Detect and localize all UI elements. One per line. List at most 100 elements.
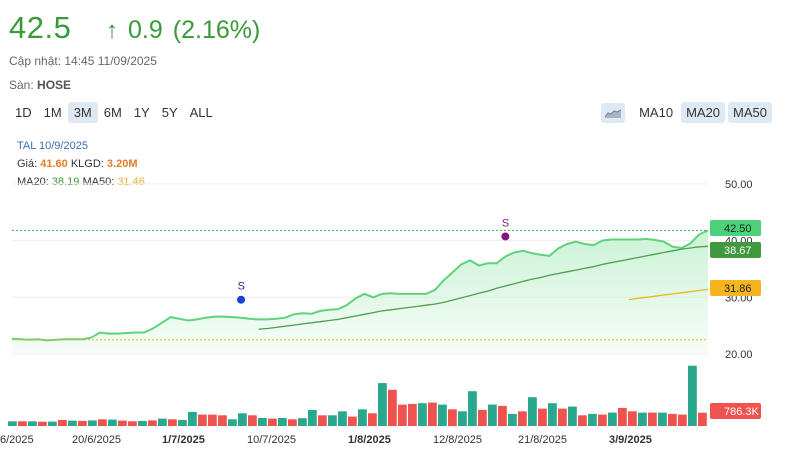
x-tick-label: 1/7/2025 xyxy=(162,434,205,446)
volume-bar xyxy=(208,414,217,426)
range-5y-button[interactable]: 5Y xyxy=(161,105,178,120)
volume-bar xyxy=(308,409,317,426)
range-1y-button[interactable]: 1Y xyxy=(133,105,150,120)
volume-bar xyxy=(438,404,447,426)
volume-bar xyxy=(118,420,127,426)
ma50-line xyxy=(628,288,709,301)
volume-bar xyxy=(528,397,537,426)
y-tick-label: 20.00 xyxy=(725,349,753,361)
volume-bar xyxy=(58,420,67,426)
x-tick-label: 21/8/2025 xyxy=(518,434,567,446)
volume-bar xyxy=(578,415,587,426)
range-1m-button[interactable]: 1M xyxy=(43,105,62,120)
volume-bar xyxy=(488,404,497,426)
exchange-name: HOSE xyxy=(37,78,72,92)
volume-bar xyxy=(318,415,327,426)
indicator-toolbar: MA10 MA20 MA50 xyxy=(601,102,772,123)
volume-bar xyxy=(618,407,627,426)
volume-bar xyxy=(518,411,527,426)
volume-bar xyxy=(48,421,57,426)
x-tick-label: 12/8/2025 xyxy=(433,434,482,446)
volume-bar xyxy=(198,414,207,426)
volume-bar xyxy=(338,411,347,426)
volume-bar xyxy=(188,411,197,426)
volume-bar xyxy=(158,418,167,426)
range-1d-button[interactable]: 1D xyxy=(15,105,32,120)
volume-bar xyxy=(178,420,187,426)
tooltip-ma50-value: 31.46 xyxy=(117,176,145,188)
volume-bar xyxy=(218,415,227,426)
volume-bar xyxy=(608,412,617,426)
x-tick-label: 1/8/2025 xyxy=(348,434,391,446)
volume-bar xyxy=(228,419,237,426)
volume-bar xyxy=(378,383,387,426)
volume-bar xyxy=(18,421,27,426)
volume-bar xyxy=(558,408,567,426)
tooltip-price-label: Giá: xyxy=(17,158,38,170)
signal-label: S xyxy=(238,281,245,293)
volume-bar xyxy=(678,414,687,426)
volume-bar xyxy=(148,420,157,426)
volume-bar xyxy=(328,415,337,426)
change-percent: (2.16%) xyxy=(172,16,261,44)
ma50-toggle-button[interactable]: MA50 xyxy=(728,102,772,123)
volume-bar xyxy=(448,409,457,427)
x-tick-label: 3/9/2025 xyxy=(609,434,652,446)
volume-bar xyxy=(508,413,517,426)
tooltip-title: TAL 10/9/2025 xyxy=(17,140,88,152)
x-tick-label: 20/6/2025 xyxy=(72,434,121,446)
exchange-label: Sàn: xyxy=(9,78,34,92)
volume-bar xyxy=(598,414,607,426)
volume-bar xyxy=(698,412,707,426)
volume-bar xyxy=(428,402,437,426)
range-3m-button[interactable]: 3M xyxy=(67,102,98,123)
tooltip-volume-label: KLGD: xyxy=(70,158,104,170)
range-6m-button[interactable]: 6M xyxy=(103,105,122,120)
volume-bar xyxy=(38,421,47,426)
ma20-badge-bg xyxy=(710,242,761,258)
ma20-badge: 38.67 xyxy=(724,245,752,257)
volume-bar xyxy=(408,403,417,426)
volume-bar xyxy=(268,418,277,426)
volume-bar xyxy=(468,391,477,426)
ma50-badge-bg xyxy=(710,280,761,296)
signal-marker xyxy=(501,232,510,241)
volume-bar xyxy=(278,418,287,426)
volume-bar xyxy=(108,419,117,426)
tooltip-price-line: Giá: 41.60 KLGD: 3.20M xyxy=(17,158,138,170)
price-line xyxy=(11,229,709,342)
price-area-fill xyxy=(12,230,708,354)
tooltip-ma50-label: MA50: xyxy=(82,176,115,188)
area-chart-icon xyxy=(605,109,622,118)
current-price: 42.5 xyxy=(9,10,72,45)
area-chart-toggle-button[interactable] xyxy=(601,102,626,123)
volume-bar xyxy=(68,420,77,426)
tooltip-ma20-label: MA20: xyxy=(17,176,49,188)
volume-bar xyxy=(568,406,577,426)
volume-bar xyxy=(298,418,307,426)
volume-bar xyxy=(258,418,267,426)
volume-bar xyxy=(78,420,87,426)
volume-bar xyxy=(398,404,407,426)
ma20-line xyxy=(258,245,709,330)
volume-bar xyxy=(418,403,427,426)
volume-bar xyxy=(478,409,487,426)
range-all-button[interactable]: ALL xyxy=(189,105,213,120)
last-price-badge: 42.50 xyxy=(724,223,752,235)
volume-bar xyxy=(648,412,657,426)
volume-bar xyxy=(238,413,247,426)
volume-bar xyxy=(548,403,557,426)
volume-bar xyxy=(498,405,507,426)
ma20-toggle-button[interactable]: MA20 xyxy=(681,102,726,123)
volume-bar xyxy=(368,413,377,426)
ma50-badge: 31.86 xyxy=(724,283,752,295)
volume-bar xyxy=(348,416,357,426)
signal-label: S xyxy=(502,217,509,229)
range-selector: 1D 1M 3M 6M 1Y 5Y ALL xyxy=(9,102,219,123)
volume-bar xyxy=(638,412,647,426)
change-value: 0.9 xyxy=(128,16,163,44)
volume-bar xyxy=(688,365,697,426)
ma10-toggle-button[interactable]: MA10 xyxy=(639,105,674,120)
volume-bar xyxy=(388,389,397,426)
